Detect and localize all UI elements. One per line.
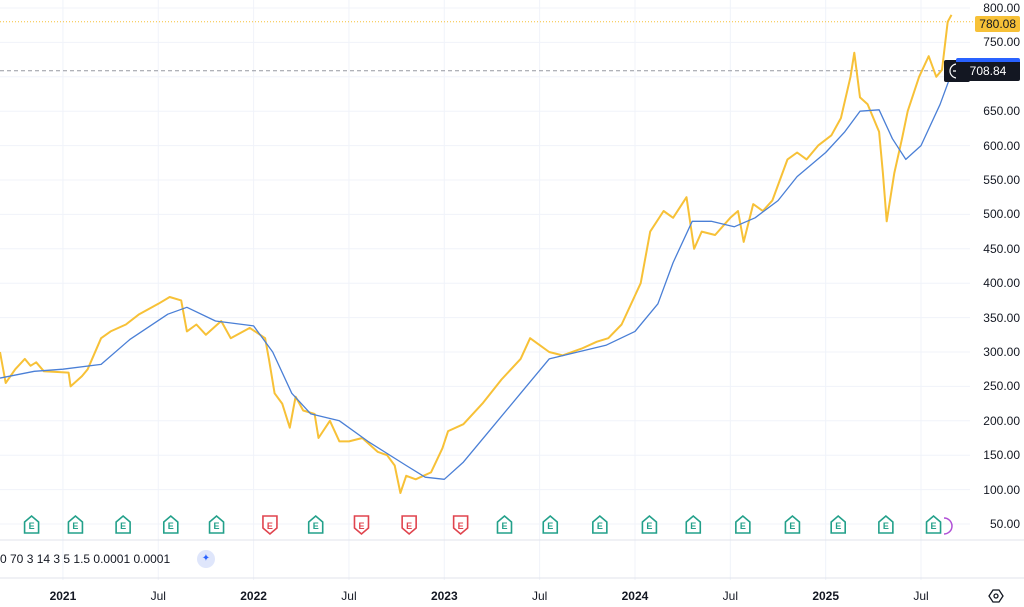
earnings-marker[interactable]: E [23, 514, 40, 534]
earnings-letter: E [883, 521, 889, 531]
earnings-marker[interactable]: E [401, 515, 417, 536]
earnings-down-icon [401, 515, 417, 536]
earnings-up-icon [208, 514, 225, 534]
grid [0, 0, 1024, 580]
earnings-marker[interactable]: E [735, 514, 751, 534]
earnings-letter: E [458, 521, 464, 531]
earnings-marker[interactable]: E [208, 514, 225, 534]
price-tick-label: 300.00 [983, 345, 1020, 359]
earnings-marker[interactable]: E [67, 514, 84, 534]
earnings-marker[interactable]: E [878, 514, 894, 534]
earnings-up-icon [496, 514, 513, 534]
price-line [0, 14, 953, 494]
price-tick-label: 650.00 [983, 104, 1020, 119]
earnings-letter: E [72, 521, 78, 531]
time-tick-label: 2021 [49, 589, 77, 603]
earnings-up-icon [115, 514, 131, 534]
time-tick-label: Jul [150, 589, 166, 603]
earnings-marker[interactable]: E [496, 514, 513, 534]
price-tick-label: 750.00 [983, 35, 1020, 50]
earnings-marker[interactable]: E [592, 514, 608, 534]
price-tick-label: 450.00 [983, 241, 1020, 256]
earnings-letter: E [690, 521, 696, 531]
earnings-marker[interactable]: E [353, 515, 370, 536]
earnings-down-icon [353, 515, 370, 536]
time-tick-label: Jul [913, 589, 929, 603]
time-tick-label: 2025 [812, 589, 840, 603]
indicator-values: 0 70 3 14 3 5 1.5 0.0001 0.0001 [0, 552, 171, 566]
time-tick-label: Jul [722, 589, 738, 603]
earnings-marker[interactable]: E [641, 514, 658, 534]
earnings-up-icon [685, 514, 702, 534]
price-tick-label: 600.00 [983, 138, 1020, 153]
price-tick-label: 250.00 [983, 379, 1020, 394]
earnings-letter: E [168, 521, 174, 531]
price-tick-label: 150.00 [983, 448, 1020, 463]
earnings-letter: E [358, 521, 364, 531]
price-tick-label: 100.00 [983, 482, 1020, 497]
earnings-up-icon [592, 514, 608, 534]
earnings-marker[interactable]: E [830, 514, 846, 534]
moving-average-line [0, 73, 953, 480]
price-tick-label: 500.00 [983, 207, 1020, 222]
earnings-letter: E [120, 521, 126, 531]
price-tick-label: 350.00 [983, 310, 1020, 325]
price-tick-label: 800.00 [983, 1, 1020, 15]
earnings-marker[interactable]: E [925, 514, 942, 534]
time-tick-label: 2022 [240, 589, 267, 603]
earnings-letter: E [29, 521, 35, 531]
price-tick-label: 200.00 [983, 413, 1020, 428]
earnings-up-icon [735, 514, 751, 534]
earnings-letter: E [646, 521, 652, 531]
earnings-letter: E [406, 521, 412, 531]
earnings-marker[interactable]: E [452, 515, 469, 536]
earnings-up-icon [925, 514, 942, 534]
crosshair-price-tag: 708.84 [956, 58, 1020, 81]
earnings-marker[interactable]: E [784, 514, 801, 534]
earnings-down-icon [262, 515, 278, 536]
earnings-up-icon [23, 514, 40, 534]
earnings-marker[interactable]: E [115, 514, 131, 534]
earnings-up-icon [784, 514, 801, 534]
earnings-marker[interactable]: E [307, 514, 324, 534]
earnings-letter: E [740, 521, 746, 531]
series-lines [0, 14, 953, 494]
gear-icon[interactable] [988, 588, 1004, 604]
earnings-letter: E [313, 521, 319, 531]
time-tick-label: 2023 [430, 589, 458, 603]
last-price-tag: 780.08 [975, 16, 1020, 32]
earnings-letter: E [267, 521, 273, 531]
earnings-up-icon [878, 514, 894, 534]
earnings-marker[interactable]: E [262, 515, 278, 536]
earnings-marker[interactable]: E [162, 514, 179, 534]
earnings-letter: E [835, 521, 841, 531]
earnings-letter: E [931, 521, 937, 531]
time-tick-label: 2024 [621, 589, 649, 603]
earnings-up-icon [307, 514, 324, 534]
earnings-up-icon [830, 514, 846, 534]
earnings-marker[interactable]: E [685, 514, 702, 534]
price-tick-label: 400.00 [983, 276, 1020, 291]
earnings-up-icon [542, 514, 559, 534]
earnings-marker[interactable]: E [542, 514, 559, 534]
earnings-up-icon [67, 514, 84, 534]
earnings-up-icon [641, 514, 658, 534]
earnings-letter: E [789, 521, 795, 531]
time-tick-label: Jul [531, 589, 548, 603]
earnings-down-icon [452, 515, 469, 536]
price-tick-label: 550.00 [983, 173, 1020, 187]
earnings-letter: E [547, 521, 553, 531]
earnings-letter: E [597, 521, 603, 531]
sparkle-icon[interactable]: ✦ [197, 550, 215, 568]
loading-arc-icon [943, 517, 953, 535]
price-tick-label: 50.00 [989, 517, 1020, 531]
time-tick-label: Jul [341, 589, 357, 603]
earnings-letter: E [501, 521, 507, 531]
earnings-up-icon [162, 514, 179, 534]
earnings-letter: E [214, 521, 220, 531]
